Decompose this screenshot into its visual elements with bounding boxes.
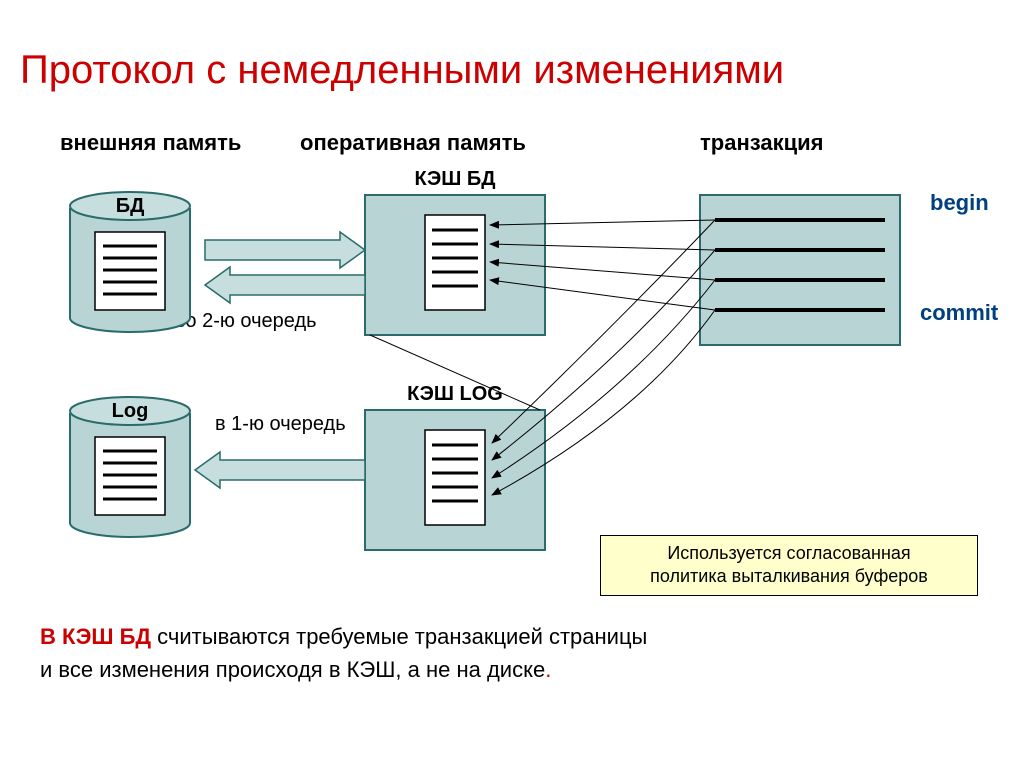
arrow-cachelog-to-log xyxy=(195,452,365,488)
svg-text:БД: БД xyxy=(116,195,145,217)
arrow-cache-to-db xyxy=(205,267,365,303)
transaction-box xyxy=(700,195,900,345)
db-cylinder: БД xyxy=(70,192,190,332)
cachedb-cachelog-line xyxy=(370,335,540,410)
svg-text:Log: Log xyxy=(112,400,149,422)
cache-db-box xyxy=(365,195,545,335)
diagram-canvas: БД Log xyxy=(0,0,1024,768)
arrow-db-to-cache xyxy=(205,232,365,268)
log-cylinder: Log xyxy=(70,397,190,537)
